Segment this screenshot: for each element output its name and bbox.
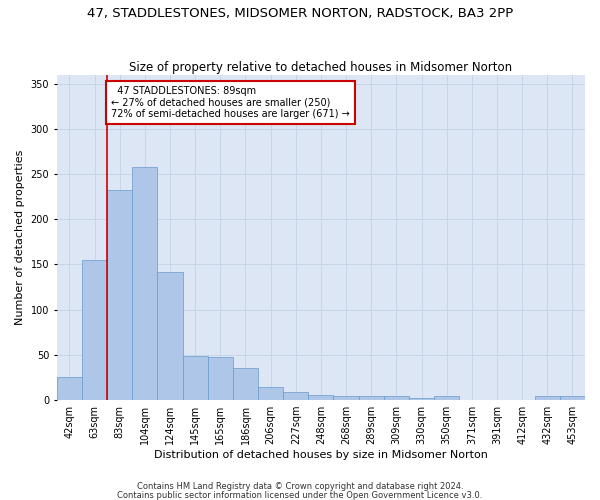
Bar	[560, 396, 585, 400]
Bar	[334, 396, 359, 400]
Bar	[308, 394, 334, 400]
Bar	[182, 356, 208, 400]
Bar	[535, 396, 560, 400]
Bar	[233, 368, 258, 400]
Title: Size of property relative to detached houses in Midsomer Norton: Size of property relative to detached ho…	[130, 60, 512, 74]
Bar	[57, 376, 82, 400]
Bar	[283, 392, 308, 400]
Text: Contains public sector information licensed under the Open Government Licence v3: Contains public sector information licen…	[118, 490, 482, 500]
Bar	[258, 386, 283, 400]
Text: 47, STADDLESTONES, MIDSOMER NORTON, RADSTOCK, BA3 2PP: 47, STADDLESTONES, MIDSOMER NORTON, RADS…	[87, 8, 513, 20]
Text: 47 STADDLESTONES: 89sqm
← 27% of detached houses are smaller (250)
72% of semi-d: 47 STADDLESTONES: 89sqm ← 27% of detache…	[111, 86, 350, 118]
Y-axis label: Number of detached properties: Number of detached properties	[15, 150, 25, 325]
Bar	[157, 272, 182, 400]
Bar	[359, 396, 384, 400]
Text: Contains HM Land Registry data © Crown copyright and database right 2024.: Contains HM Land Registry data © Crown c…	[137, 482, 463, 491]
Bar	[107, 190, 132, 400]
Bar	[132, 167, 157, 400]
Bar	[82, 260, 107, 400]
Bar	[434, 396, 459, 400]
Bar	[409, 398, 434, 400]
Bar	[384, 396, 409, 400]
X-axis label: Distribution of detached houses by size in Midsomer Norton: Distribution of detached houses by size …	[154, 450, 488, 460]
Bar	[208, 356, 233, 400]
